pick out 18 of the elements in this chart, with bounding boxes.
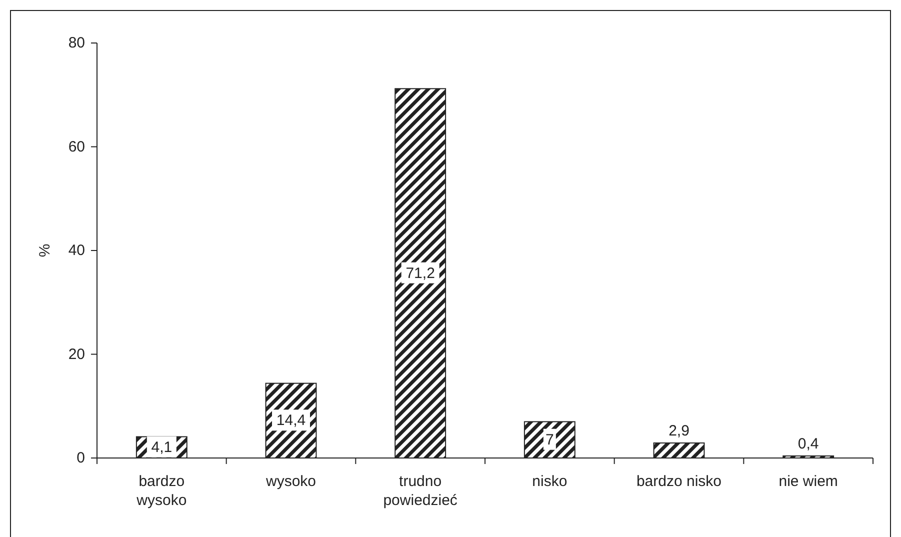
x-tick-label: nie wiem	[778, 473, 838, 490]
y-tick-label: 40	[68, 242, 85, 259]
y-tick-label: 20	[68, 346, 85, 363]
y-tick-label: 80	[68, 34, 85, 52]
data-label: 14,4	[276, 412, 306, 430]
x-tick-label: wysoko	[264, 473, 316, 490]
data-label: 4,1	[151, 438, 172, 456]
data-label: 0,4	[798, 435, 819, 452]
data-label: 2,9	[668, 422, 690, 440]
data-label: 71,2	[406, 264, 435, 282]
x-tick-label: nisko	[532, 473, 568, 490]
y-tick-label: 0	[76, 450, 85, 466]
y-tick-label: 60	[68, 138, 85, 156]
y-axis-title: %	[36, 244, 54, 258]
x-tick-label: trudno powiedzieć	[383, 473, 458, 509]
x-tick-label: bardzo wysoko	[136, 473, 187, 509]
data-label: 7	[545, 431, 554, 448]
x-tick-label: bardzo nisko	[636, 473, 722, 490]
